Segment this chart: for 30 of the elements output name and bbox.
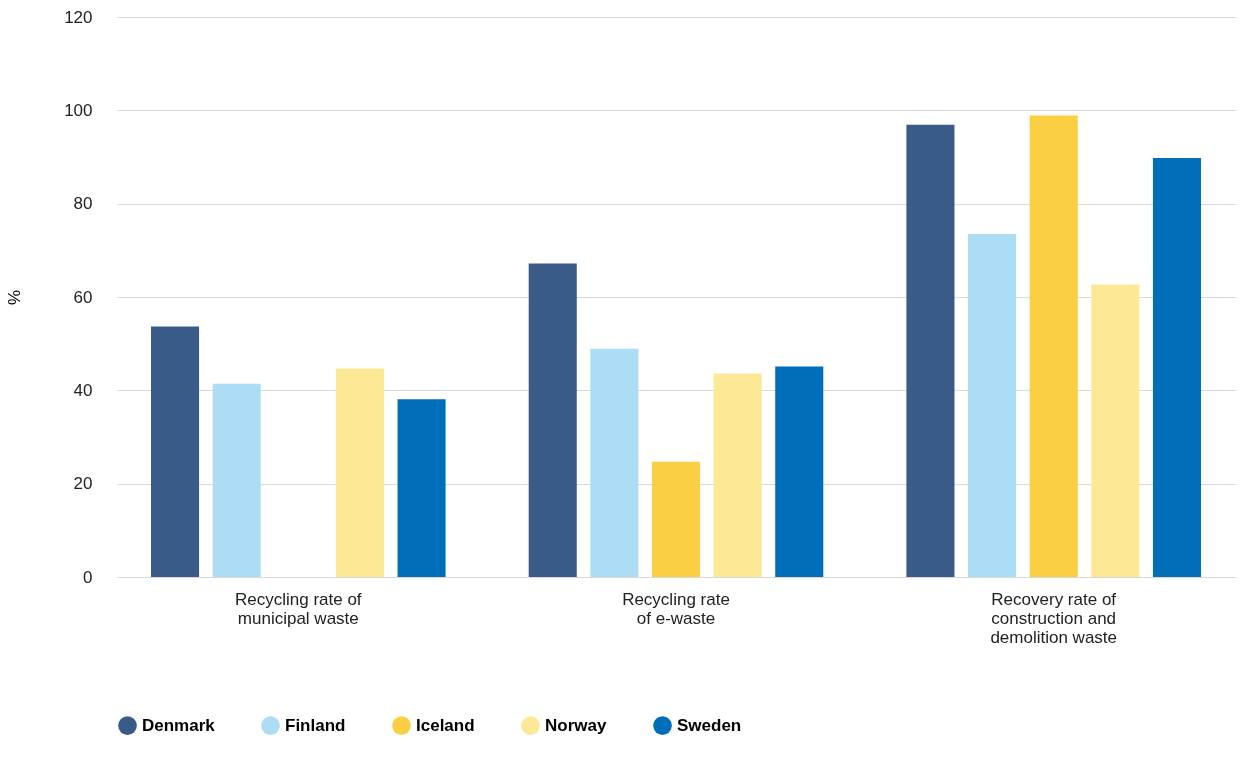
legend-label: Finland — [285, 715, 346, 735]
y-axis-title: % — [5, 289, 25, 306]
bar — [906, 124, 955, 577]
x-tick-label: Recycling rate of municipal waste — [234, 589, 362, 628]
x-tick-label: Recovery rate of construction and demolition waste — [990, 589, 1118, 647]
bar — [968, 234, 1017, 577]
y-tick-label: 80 — [73, 194, 93, 214]
legend-label: Iceland — [416, 715, 475, 735]
bar — [651, 461, 701, 577]
bar — [397, 399, 446, 577]
y-tick-label: 60 — [73, 287, 93, 307]
bar — [335, 368, 384, 577]
y-tick-label: 40 — [73, 380, 93, 400]
y-tick-label: 20 — [73, 474, 93, 494]
y-tick-label: 120 — [64, 7, 93, 27]
bar — [775, 366, 824, 577]
y-tick-label: 0 — [83, 567, 93, 587]
bar — [1152, 157, 1202, 577]
legend-label: Norway — [545, 715, 607, 735]
bar — [528, 263, 577, 577]
legend-label: Sweden — [677, 715, 742, 735]
bar — [150, 326, 200, 577]
y-tick-label: 100 — [64, 100, 93, 120]
bar — [212, 383, 261, 577]
bar — [1029, 115, 1078, 577]
bar — [1091, 284, 1140, 577]
x-tick-label: Recycling rate of e-waste — [622, 589, 730, 628]
bar — [713, 373, 762, 577]
legend-label: Denmark — [142, 715, 216, 735]
bar — [590, 348, 639, 577]
